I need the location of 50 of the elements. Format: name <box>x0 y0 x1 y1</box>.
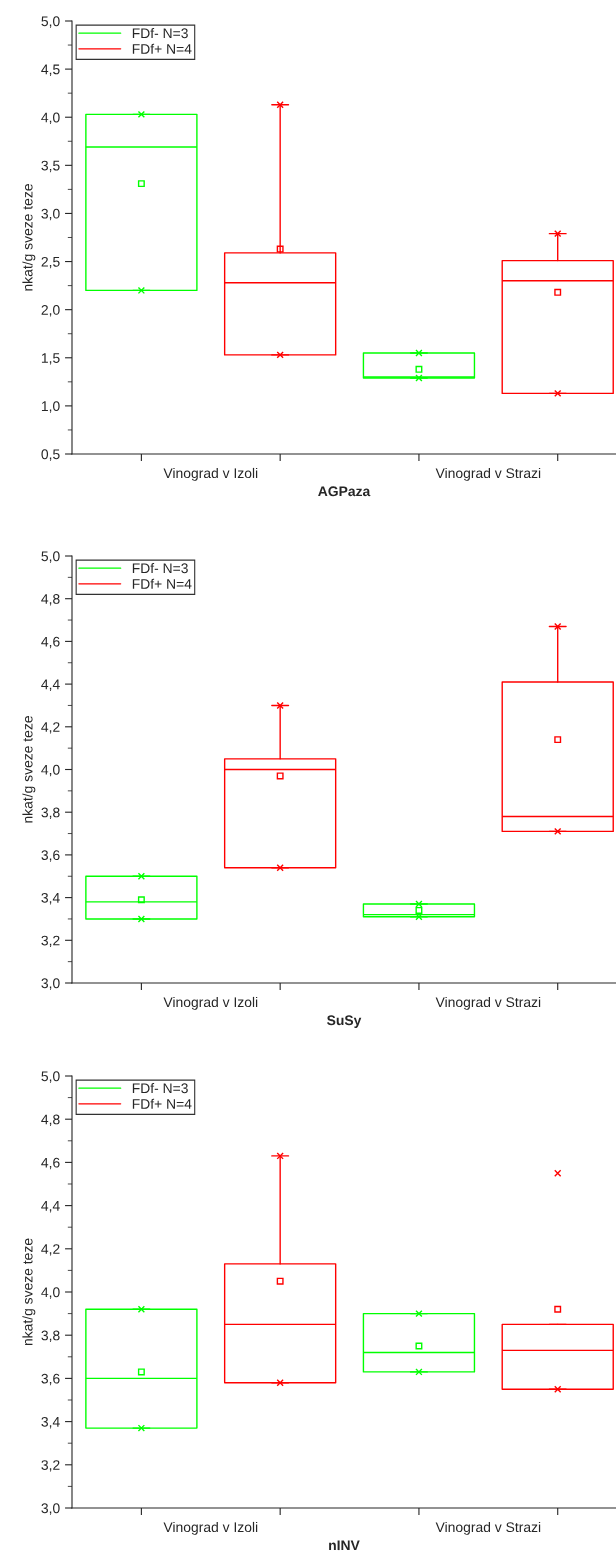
y-tick-label: 3,4 <box>41 1416 60 1429</box>
y-tick-label: 5,0 <box>41 1071 60 1083</box>
y-tick-label: 4,0 <box>41 764 60 777</box>
y-tick-label: 4,2 <box>41 1244 60 1256</box>
y-tick-label: 3,2 <box>41 935 60 948</box>
y-tick-label: 5,0 <box>41 16 60 28</box>
x-tick-label: Vinograd v Strazi <box>435 996 541 1010</box>
y-tick-label: 4,6 <box>41 1157 60 1170</box>
y-tick-label: 4,8 <box>41 1114 60 1127</box>
y-tick-label: 3,5 <box>41 160 60 173</box>
x-axis-title: AGPaza <box>318 486 371 497</box>
y-tick-label: 4,4 <box>41 1201 60 1213</box>
y-axis-title: nkat/g sveze teze <box>22 716 36 823</box>
legend-label: FDf+ N=4 <box>132 1098 192 1109</box>
x-tick-label: Vinograd v Strazi <box>435 1521 541 1535</box>
y-axis-title: nkat/g sveze teze <box>22 184 36 291</box>
y-tick-label: 3,8 <box>41 1330 60 1343</box>
y-axis-title: nkat/g sveze teze <box>22 1238 36 1346</box>
y-tick-label: 4,0 <box>41 112 60 125</box>
legend-label: FDf- N=3 <box>132 562 188 574</box>
y-tick-label: 4,5 <box>41 64 60 76</box>
y-tick-label: 3,8 <box>41 807 60 820</box>
y-tick-label: 1,5 <box>41 353 60 365</box>
legend-label: FDf+ N=4 <box>132 43 192 54</box>
y-tick-label: 5,0 <box>41 551 60 563</box>
y-tick-label: 2,0 <box>41 305 60 317</box>
y-tick-label: 2,5 <box>41 256 60 269</box>
y-tick-label: 3,0 <box>41 208 60 221</box>
x-tick-label: Vinograd v Strazi <box>435 467 541 481</box>
x-tick-label: Vinograd v Izoli <box>163 467 258 481</box>
y-tick-label: 3,6 <box>41 1373 60 1386</box>
y-tick-label: 3,2 <box>41 1460 60 1472</box>
y-tick-label: 3,0 <box>41 1503 60 1515</box>
x-axis-title: nINV <box>329 1540 360 1551</box>
y-tick-label: 4,4 <box>41 679 60 691</box>
x-axis-title: SuSy <box>327 1015 362 1028</box>
y-tick-label: 0,5 <box>41 449 60 461</box>
y-tick-label: 4,6 <box>41 636 60 649</box>
x-tick-label: Vinograd v Izoli <box>163 996 258 1010</box>
y-tick-label: 4,2 <box>41 722 60 734</box>
y-tick-label: 3,4 <box>41 892 60 905</box>
y-tick-label: 4,0 <box>41 1287 60 1299</box>
y-tick-label: 3,0 <box>41 978 60 990</box>
x-tick-label: Vinograd v Izoli <box>163 1521 258 1535</box>
y-tick-label: 4,8 <box>41 594 60 606</box>
legend-label: FDf- N=3 <box>132 1082 188 1094</box>
y-tick-label: 3,6 <box>41 850 60 862</box>
legend-label: FDf+ N=4 <box>132 578 192 589</box>
y-tick-label: 1,0 <box>41 401 60 413</box>
legend-label: FDf- N=3 <box>132 27 188 39</box>
